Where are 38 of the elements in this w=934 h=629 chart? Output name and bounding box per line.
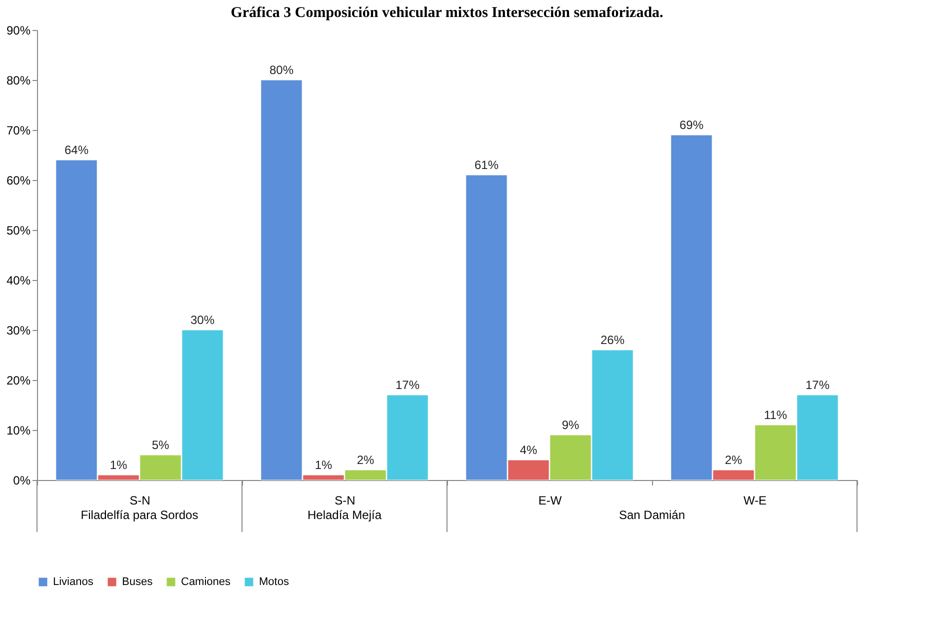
data-label: 61% [474, 158, 499, 172]
data-label: 9% [562, 418, 580, 432]
y-tick-label: 90% [6, 24, 31, 38]
x-tick-label: S-N [130, 494, 150, 508]
text: San Damián [618, 508, 686, 522]
x-tick-label: W-E [743, 494, 767, 508]
legend-label: Camiones [181, 576, 232, 588]
y-tick-label: 30% [6, 324, 31, 338]
data-label: 11% [764, 408, 788, 422]
data-label: 2% [356, 453, 375, 467]
y-tick-label: 60% [6, 174, 31, 188]
y-tick-label: 0% [13, 474, 31, 488]
text: Heladía Mejía [307, 508, 382, 522]
data-label: 17% [395, 378, 420, 392]
data-label: 26% [600, 333, 625, 347]
y-tick-label: 50% [6, 224, 31, 238]
data-label: 80% [269, 63, 294, 77]
legend-label: Livianos [53, 576, 94, 588]
y-tick-label: 20% [6, 374, 31, 388]
legend-label: Buses [122, 576, 154, 588]
data-label: 2% [724, 453, 742, 467]
data-label: 1% [110, 458, 128, 472]
y-tick-label: 40% [6, 274, 31, 288]
data-label: 69% [679, 118, 704, 132]
legend-label: Motos [259, 576, 290, 588]
data-label: 1% [314, 458, 332, 472]
data-label: 5% [152, 438, 170, 452]
y-tick-label: 10% [6, 424, 31, 438]
y-tick-label: 80% [6, 74, 31, 88]
data-label: 30% [190, 313, 215, 327]
data-label: 64% [64, 143, 89, 157]
chart-title: Gráfica 3 Composición vehicular mixtos Intersección semaforizada. [230, 5, 664, 21]
y-tick-label: 70% [6, 124, 31, 138]
x-tick-label: S-N [334, 494, 356, 508]
text: Filadelfía para Sordos [80, 508, 198, 522]
data-label: 4% [520, 443, 538, 457]
x-tick-label: E-W [538, 494, 562, 508]
data-label: 17% [805, 378, 830, 392]
